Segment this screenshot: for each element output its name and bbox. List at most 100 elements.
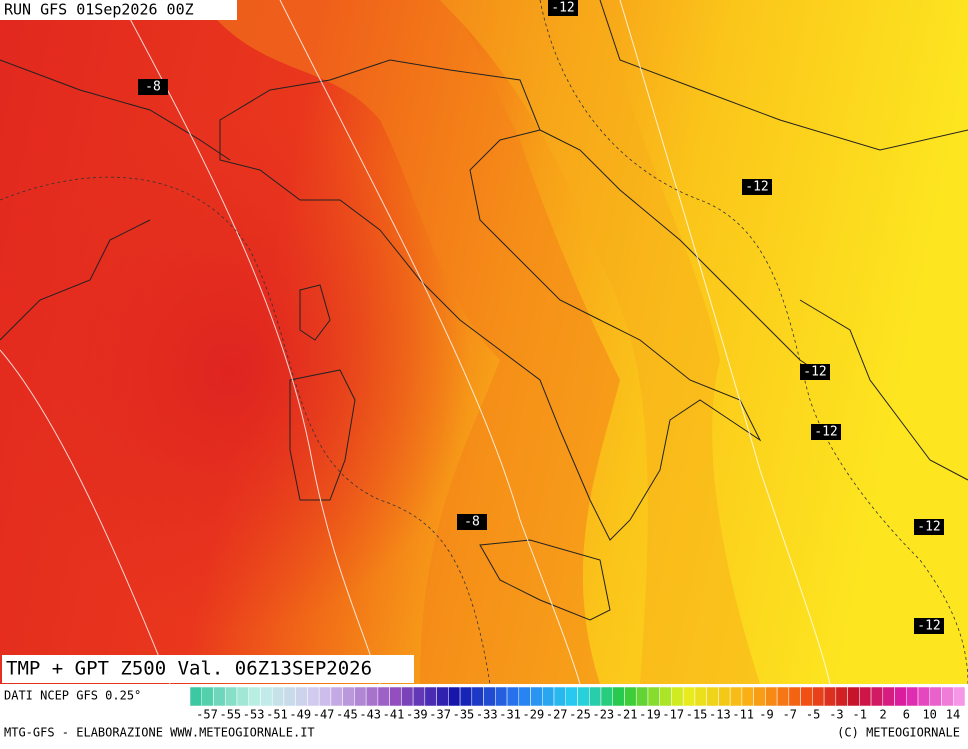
color-swatch xyxy=(847,686,860,707)
color-bar-label: -19 xyxy=(639,708,661,722)
color-bar-label: -29 xyxy=(523,708,545,722)
color-swatch xyxy=(882,686,895,707)
color-swatch xyxy=(354,686,367,707)
color-swatch xyxy=(917,686,931,707)
contour-label: -12 xyxy=(917,619,940,634)
color-bar-label: -3 xyxy=(829,708,843,722)
color-swatch xyxy=(530,686,543,707)
color-bar-label: -27 xyxy=(546,708,568,722)
color-bar-label: -47 xyxy=(313,708,335,722)
color-bar-label: -23 xyxy=(592,708,614,722)
contour-label: -12 xyxy=(803,365,826,380)
color-swatch xyxy=(518,686,531,707)
color-bar-label: 6 xyxy=(903,708,910,722)
color-bar-label: -35 xyxy=(453,708,475,722)
color-swatch xyxy=(260,686,273,707)
title-box xyxy=(2,655,414,683)
footer-right: (C) METEOGIORNALE xyxy=(837,726,960,740)
contour-label-box xyxy=(811,424,841,440)
color-swatch xyxy=(459,686,473,707)
color-swatch xyxy=(600,686,613,707)
color-swatch xyxy=(401,686,414,707)
color-swatch xyxy=(189,686,202,707)
color-swatch xyxy=(812,686,825,707)
contour-label: -12 xyxy=(814,425,837,440)
color-swatch xyxy=(483,686,496,707)
color-bar-label: -51 xyxy=(266,708,288,722)
color-swatch xyxy=(424,686,437,707)
color-bar-label: -41 xyxy=(383,708,405,722)
color-bar-label: -43 xyxy=(359,708,381,722)
color-bar-label: -13 xyxy=(709,708,731,722)
color-swatch xyxy=(471,686,484,707)
color-swatch xyxy=(201,686,214,707)
color-swatch xyxy=(365,686,379,707)
color-swatch xyxy=(283,686,296,707)
color-swatch xyxy=(647,686,660,707)
warm-core xyxy=(0,110,470,630)
color-swatch xyxy=(635,686,649,707)
color-swatch xyxy=(436,686,449,707)
color-bar-label: 10 xyxy=(922,708,936,722)
contour-label-box xyxy=(800,364,830,380)
color-swatch xyxy=(729,686,743,707)
color-swatch xyxy=(706,686,719,707)
color-swatch xyxy=(271,686,285,707)
contour-label-box xyxy=(742,179,772,195)
color-swatch xyxy=(389,686,402,707)
color-swatch xyxy=(753,686,766,707)
color-swatch xyxy=(318,686,332,707)
contour-label-box xyxy=(457,514,487,530)
color-swatch xyxy=(694,686,707,707)
color-swatch xyxy=(741,686,754,707)
color-swatch xyxy=(718,686,731,707)
contour-label: -12 xyxy=(917,520,940,535)
amber-band xyxy=(440,0,760,684)
color-bar-label: -39 xyxy=(406,708,428,722)
map xyxy=(0,0,968,685)
color-bar-label: -57 xyxy=(196,708,218,722)
color-bar-label: -33 xyxy=(476,708,498,722)
color-swatch xyxy=(765,686,778,707)
contour-label-box xyxy=(138,79,168,95)
color-swatch xyxy=(612,686,625,707)
color-swatch xyxy=(565,686,578,707)
color-swatch xyxy=(448,686,461,707)
color-swatch xyxy=(776,686,790,707)
color-bar-label: 2 xyxy=(879,708,886,722)
contour-label: -12 xyxy=(551,1,574,16)
color-bar-label: -15 xyxy=(686,708,708,722)
color-swatch xyxy=(953,686,966,707)
color-swatch xyxy=(553,686,567,707)
color-bar-label: -45 xyxy=(336,708,358,722)
color-swatch xyxy=(577,686,590,707)
color-swatch xyxy=(624,686,637,707)
color-swatch xyxy=(929,686,942,707)
contour-label-box xyxy=(914,618,944,634)
color-swatch xyxy=(224,686,238,707)
footer-left: MTG-GFS - ELABORAZIONE WWW.METEOGIORNALE… xyxy=(4,726,315,740)
coastlines xyxy=(0,0,968,621)
isohypses xyxy=(0,0,830,684)
color-bar-label: -11 xyxy=(732,708,754,722)
color-swatch xyxy=(682,686,696,707)
contour-label: -8 xyxy=(464,515,480,530)
isotherms xyxy=(0,0,968,685)
color-swatch xyxy=(894,686,907,707)
color-swatch xyxy=(213,686,226,707)
color-swatch xyxy=(330,686,343,707)
color-swatch xyxy=(495,686,508,707)
contour-label-box xyxy=(548,0,578,16)
color-swatch xyxy=(248,686,261,707)
color-swatch xyxy=(659,686,672,707)
color-swatch xyxy=(870,686,884,707)
product-title: TMP + GPT Z500 Val. 06Z13SEP2026 xyxy=(6,658,372,680)
color-bar-label: -53 xyxy=(243,708,265,722)
color-bar-label: -9 xyxy=(759,708,773,722)
color-bar-label: -31 xyxy=(499,708,521,722)
color-bar-label: -49 xyxy=(289,708,311,722)
color-swatch xyxy=(788,686,801,707)
color-bar-label: -37 xyxy=(429,708,451,722)
orange-band xyxy=(200,0,620,684)
color-swatch xyxy=(906,686,919,707)
